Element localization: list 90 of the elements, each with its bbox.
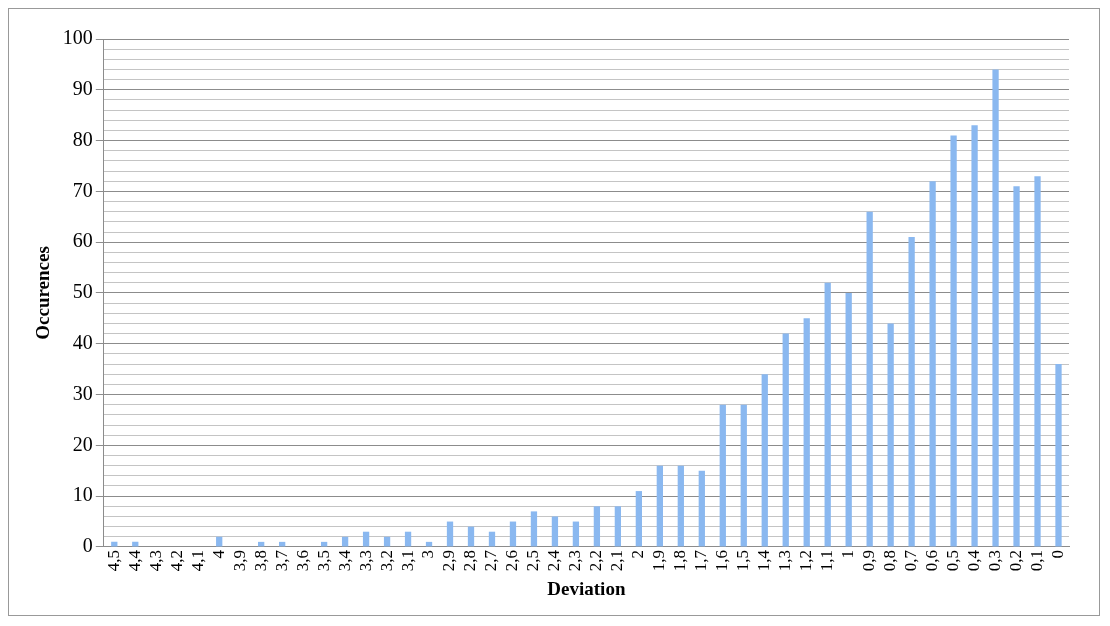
bar xyxy=(971,125,978,547)
y-tick-label: 100 xyxy=(62,26,93,49)
x-tick-label: 0,6 xyxy=(922,549,942,572)
bar xyxy=(656,465,663,547)
x-tick-label: 1,4 xyxy=(754,549,774,572)
bar xyxy=(551,516,559,547)
x-tick-label: 3 xyxy=(418,549,438,559)
x-tick-label: 4 xyxy=(208,549,228,559)
y-tick-label: 70 xyxy=(72,178,93,201)
y-tick-label: 50 xyxy=(72,280,93,303)
bar xyxy=(446,521,454,547)
bar xyxy=(740,404,747,547)
x-tick-label: 2,2 xyxy=(586,549,606,572)
x-tick-label: 1,9 xyxy=(649,549,669,572)
bar xyxy=(845,292,852,547)
bar xyxy=(719,404,726,547)
x-tick-label: 0,3 xyxy=(985,549,1005,572)
bar xyxy=(1013,186,1020,547)
bar xyxy=(887,323,894,547)
x-tick-label: 4,1 xyxy=(187,549,207,572)
bar xyxy=(488,531,496,547)
x-tick-label: 2 xyxy=(628,549,648,559)
x-tick-label: 3,6 xyxy=(292,549,312,572)
bar xyxy=(866,211,873,547)
x-tick-label: 2,4 xyxy=(544,549,564,572)
x-tick-label: 0,5 xyxy=(943,549,963,572)
y-tick-label: 30 xyxy=(72,381,93,404)
y-tick-label: 90 xyxy=(72,77,93,100)
y-tick-label: 80 xyxy=(72,127,93,150)
x-tick-label: 3,7 xyxy=(271,549,291,572)
x-tick-label: 3,8 xyxy=(250,549,270,572)
x-axis-title: Deviation xyxy=(547,577,626,599)
bar xyxy=(404,531,412,547)
bar xyxy=(1034,176,1041,547)
x-tick-label: 3,9 xyxy=(229,549,249,572)
bar xyxy=(803,318,810,547)
x-tick-label: 0,4 xyxy=(964,549,984,572)
x-tick-label: 2,9 xyxy=(439,549,459,572)
x-tick-label: 3,4 xyxy=(334,549,354,572)
bar xyxy=(698,470,705,547)
x-tick-label: 2,5 xyxy=(523,549,543,572)
y-tick-label: 20 xyxy=(72,432,93,455)
bar xyxy=(824,282,831,547)
bar xyxy=(572,521,580,547)
x-tick-label: 3,1 xyxy=(397,549,417,572)
x-tick-label: 3,2 xyxy=(376,549,396,572)
x-tick-label: 0,8 xyxy=(880,549,900,572)
x-tick-label: 2,8 xyxy=(460,549,480,572)
x-tick-label: 0 xyxy=(1047,549,1067,559)
bar xyxy=(530,511,538,547)
x-tick-label: 2,7 xyxy=(481,549,501,572)
bar xyxy=(992,69,999,547)
x-tick-label: 3,3 xyxy=(355,549,375,572)
y-axis-title: Occurences xyxy=(32,246,54,340)
x-tick-label: 1,3 xyxy=(775,549,795,572)
x-tick-label: 4,2 xyxy=(166,549,186,572)
bar xyxy=(593,506,601,547)
x-tick-label: 1,2 xyxy=(796,549,816,572)
x-tick-label: 3,5 xyxy=(313,549,333,572)
x-tick-label: 1,6 xyxy=(712,549,732,572)
x-tick-label: 2,6 xyxy=(502,549,522,572)
bar xyxy=(614,506,622,547)
x-tick-label: 4,4 xyxy=(124,549,144,572)
x-tick-label: 0,9 xyxy=(859,549,879,572)
x-tick-label: 0,1 xyxy=(1026,549,1046,572)
bar xyxy=(950,135,957,547)
x-tick-label: 1 xyxy=(838,549,858,559)
x-tick-label: 0,2 xyxy=(1006,549,1026,572)
bar xyxy=(362,531,370,547)
y-tick-label: 60 xyxy=(72,229,93,252)
x-tick-label: 0,7 xyxy=(901,549,921,572)
bar xyxy=(635,491,642,547)
y-tick-label: 40 xyxy=(72,331,93,354)
bar xyxy=(929,181,936,547)
x-tick-label: 1,5 xyxy=(733,549,753,572)
bar xyxy=(1055,364,1062,547)
x-tick-label: 1,8 xyxy=(670,549,690,572)
x-tick-label: 4,3 xyxy=(145,549,165,572)
x-tick-label: 1,7 xyxy=(691,549,711,572)
x-tick-label: 2,1 xyxy=(607,549,627,572)
bar xyxy=(509,521,517,547)
bar xyxy=(908,237,915,547)
y-tick-label: 10 xyxy=(72,483,93,506)
x-tick-label: 2,3 xyxy=(565,549,585,572)
bar xyxy=(677,465,684,547)
x-tick-label: 1,1 xyxy=(817,549,837,572)
x-tick-label: 4,5 xyxy=(103,549,123,572)
bar xyxy=(467,526,475,547)
bar xyxy=(782,333,789,547)
bar xyxy=(761,374,768,547)
